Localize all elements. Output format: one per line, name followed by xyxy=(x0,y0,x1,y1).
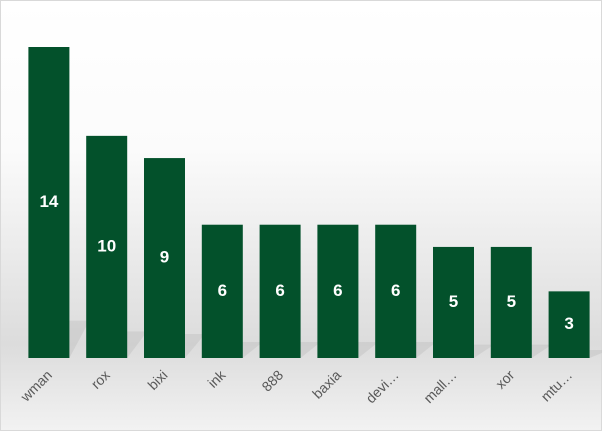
value-label: 6 xyxy=(333,281,342,300)
value-label: 5 xyxy=(507,292,516,311)
value-label: 6 xyxy=(275,281,284,300)
value-label: 6 xyxy=(218,281,227,300)
bar xyxy=(259,224,301,358)
bar xyxy=(433,246,474,358)
bar xyxy=(490,246,532,358)
value-label: 5 xyxy=(449,292,458,311)
value-label: 9 xyxy=(160,248,169,267)
bar xyxy=(375,224,417,358)
value-label: 6 xyxy=(391,281,400,300)
bar xyxy=(548,291,590,358)
value-label: 10 xyxy=(97,236,116,255)
bar xyxy=(144,158,185,358)
value-label: 14 xyxy=(39,192,58,211)
value-label: 3 xyxy=(564,314,573,333)
bar xyxy=(201,224,243,358)
bar xyxy=(86,135,128,358)
bar xyxy=(28,47,70,358)
bar xyxy=(317,224,359,358)
